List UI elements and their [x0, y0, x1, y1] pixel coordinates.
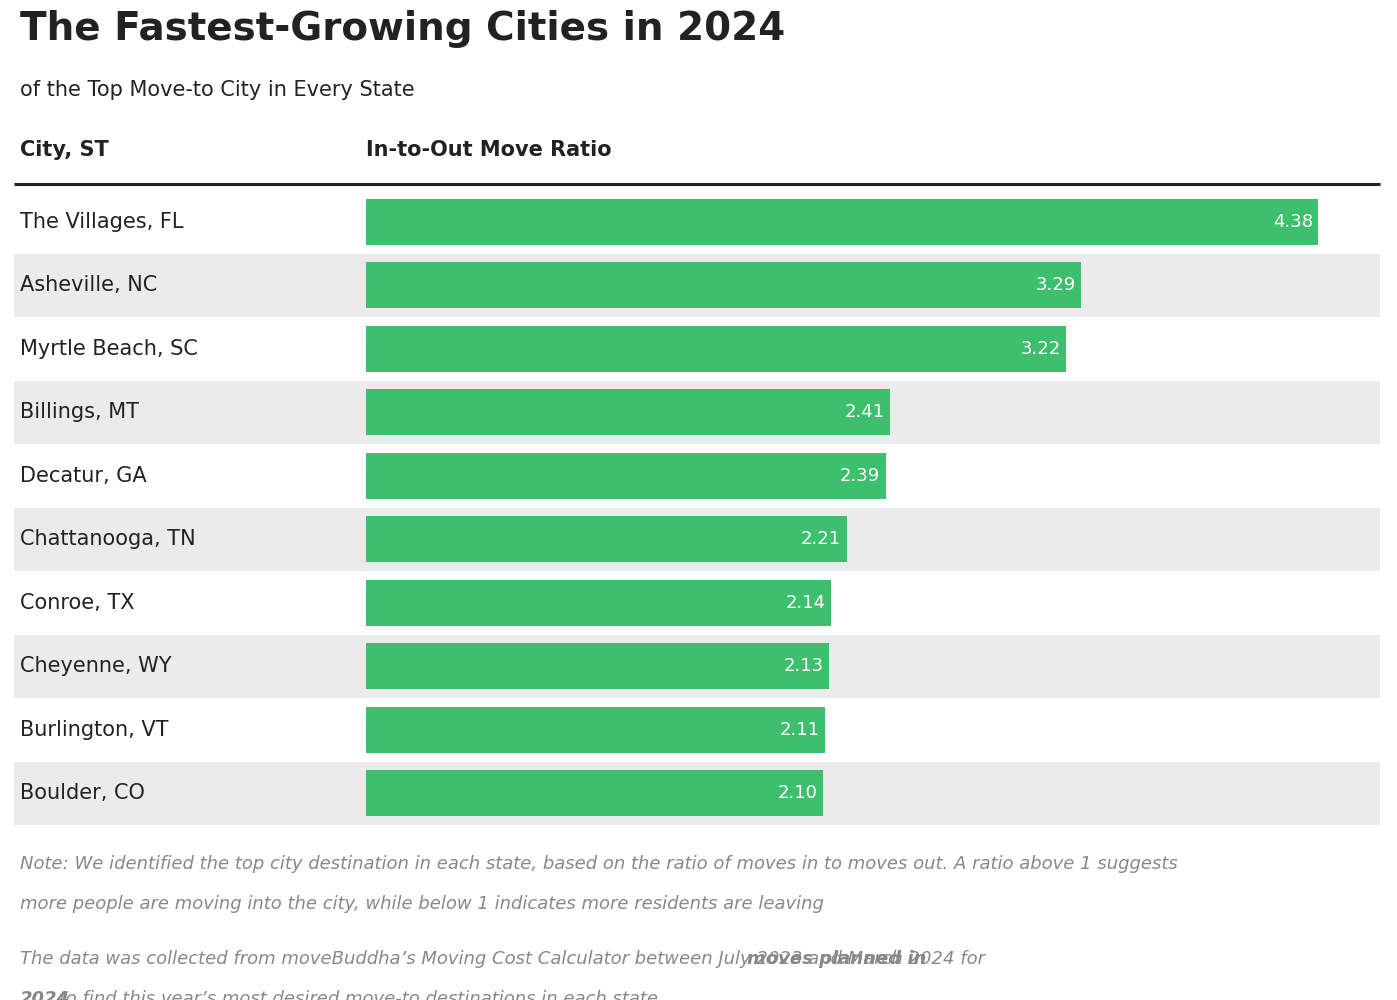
Bar [14, 762, 1380, 825]
Bar [366, 707, 824, 753]
Text: to find this year’s most desired move-to destinations in each state.: to find this year’s most desired move-to… [53, 990, 664, 1000]
Text: Boulder, CO: Boulder, CO [20, 783, 144, 803]
Text: Burlington, VT: Burlington, VT [20, 720, 168, 740]
Text: 2.39: 2.39 [840, 467, 880, 485]
Bar [14, 253, 1380, 317]
Bar [14, 317, 1380, 380]
Text: 3.22: 3.22 [1020, 340, 1060, 358]
Text: Myrtle Beach, SC: Myrtle Beach, SC [20, 339, 197, 359]
Text: 3.29: 3.29 [1035, 276, 1076, 294]
Text: 2.41: 2.41 [844, 403, 884, 421]
Text: 2.13: 2.13 [784, 657, 824, 675]
Text: 4.38: 4.38 [1273, 213, 1313, 231]
Text: The Villages, FL: The Villages, FL [20, 212, 183, 232]
Text: of the Top Move-to City in Every State: of the Top Move-to City in Every State [20, 80, 414, 100]
Bar [14, 698, 1380, 762]
Bar [366, 262, 1081, 308]
Text: 2.10: 2.10 [777, 784, 817, 802]
Text: 2.21: 2.21 [800, 530, 841, 548]
Bar [14, 634, 1380, 698]
Text: Note: We identified the top city destination in each state, based on the ratio o: Note: We identified the top city destina… [20, 855, 1178, 873]
Text: Decatur, GA: Decatur, GA [20, 466, 147, 486]
Text: City, ST: City, ST [20, 140, 109, 160]
Bar [366, 516, 847, 562]
Bar [366, 580, 831, 626]
Text: The Fastest-Growing Cities in 2024: The Fastest-Growing Cities in 2024 [20, 10, 785, 48]
Bar [366, 643, 830, 689]
Bar [14, 190, 1380, 253]
Text: Billings, MT: Billings, MT [20, 402, 138, 422]
Bar [14, 444, 1380, 507]
Text: more people are moving into the city, while below 1 indicates more residents are: more people are moving into the city, wh… [20, 895, 823, 913]
Bar [366, 199, 1319, 245]
Bar [14, 380, 1380, 444]
Bar [366, 389, 890, 435]
Bar [14, 507, 1380, 571]
Text: Chattanooga, TN: Chattanooga, TN [20, 529, 196, 549]
Text: The data was collected from moveBuddha’s Moving Cost Calculator between July 202: The data was collected from moveBuddha’s… [20, 950, 990, 968]
Text: moves planned in: moves planned in [747, 950, 926, 968]
Text: 2.11: 2.11 [780, 721, 819, 739]
Text: Conroe, TX: Conroe, TX [20, 593, 134, 613]
Text: In-to-Out Move Ratio: In-to-Out Move Ratio [366, 140, 612, 160]
Bar [366, 453, 886, 499]
Text: Asheville, NC: Asheville, NC [20, 275, 156, 295]
Bar [14, 571, 1380, 634]
Bar [366, 770, 823, 816]
Text: Cheyenne, WY: Cheyenne, WY [20, 656, 172, 676]
Text: 2024: 2024 [20, 990, 70, 1000]
Bar [366, 326, 1066, 372]
Text: 2.14: 2.14 [785, 594, 826, 612]
